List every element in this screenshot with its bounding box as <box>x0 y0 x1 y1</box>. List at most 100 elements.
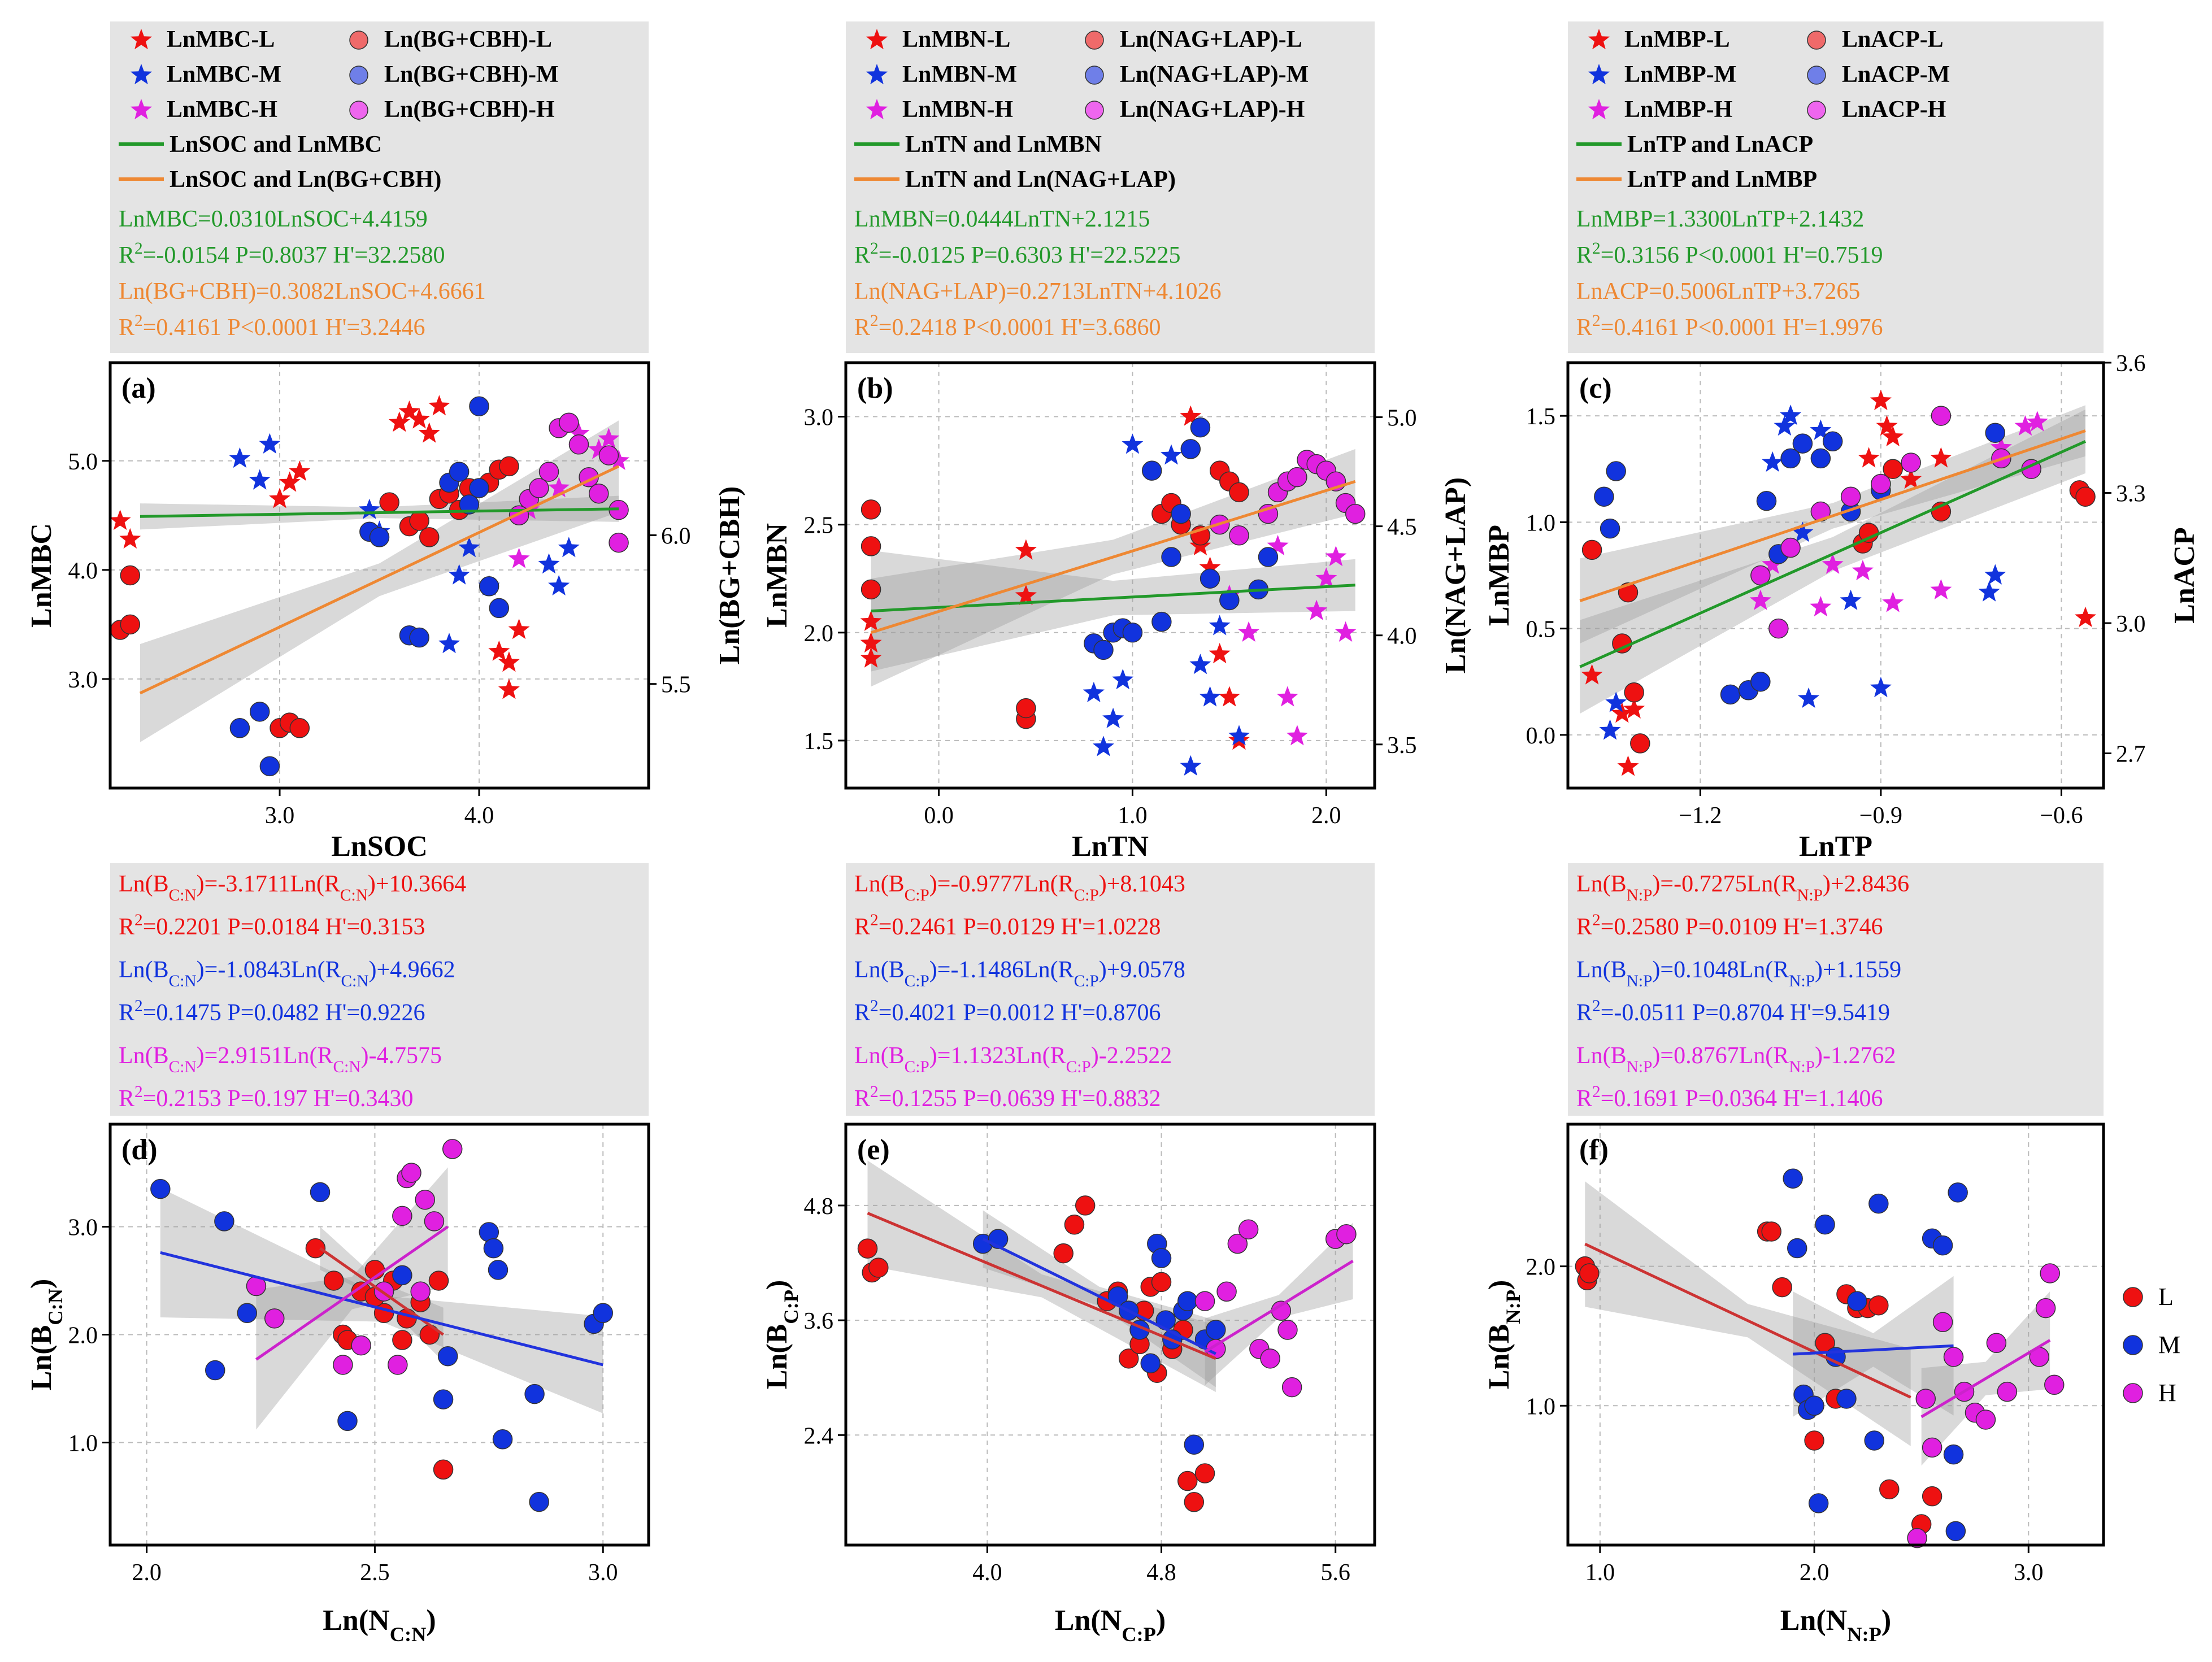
panel-label: (c) <box>1579 372 1612 404</box>
data-point <box>410 1281 431 1302</box>
legend-label: Ln(BG+CBH)-H <box>384 97 555 123</box>
data-point <box>229 718 250 738</box>
data-point <box>499 456 519 477</box>
data-point <box>1276 686 1298 707</box>
data-point <box>351 1335 371 1356</box>
data-point <box>259 433 281 454</box>
fit-line <box>140 507 619 518</box>
equation-text: R2=-0.0125 P=0.6303 H'=22.5225 <box>854 240 1181 268</box>
x-tick-label: 2.0 <box>1800 1560 1829 1586</box>
legend-marker <box>1807 101 1826 120</box>
data-point <box>392 1330 412 1350</box>
y2-axis-label: Ln(BG+CBH) <box>714 486 746 665</box>
data-point <box>568 422 590 443</box>
legend-label: LnSOC and LnMBC <box>170 132 382 158</box>
data-point <box>369 527 390 547</box>
data-point <box>237 1303 258 1324</box>
legend-label: LnACP-L <box>1842 27 1944 53</box>
y-tick-label: 3.0 <box>68 1215 98 1241</box>
y-tick-label: 2.0 <box>68 1323 98 1349</box>
data-point <box>1836 1389 1857 1409</box>
group-legend-label: M <box>2158 1331 2180 1359</box>
legend-marker <box>131 99 152 120</box>
legend-marker <box>866 64 888 85</box>
data-point <box>401 1163 421 1183</box>
data-point <box>1985 423 2006 443</box>
confidence-band <box>1580 405 2085 643</box>
data-point <box>1750 672 1771 692</box>
fit-line <box>1579 440 2087 668</box>
legend-label: LnMBN-M <box>902 62 1017 88</box>
panel-label: (a) <box>121 372 156 404</box>
data-point <box>1315 567 1337 588</box>
x-axis-label: Ln(NN:P) <box>1780 1604 1891 1646</box>
legend-label: LnACP-M <box>1842 62 1950 88</box>
y-tick-label: 0.0 <box>1526 723 1556 749</box>
data-point <box>438 633 460 654</box>
legend-marker <box>131 64 152 85</box>
data-point <box>2075 606 2097 627</box>
equation-text: Ln(BC:P)=1.1323Ln(RC:P)-2.2522 <box>854 1043 1172 1076</box>
x-tick-label: 1.0 <box>1585 1560 1615 1586</box>
data-point <box>459 494 480 515</box>
equation-text: LnMBC=0.0310LnSOC+4.4159 <box>119 206 428 232</box>
data-point <box>1792 521 1814 542</box>
data-point <box>397 1308 417 1329</box>
equation-text: Ln(BN:P)=-0.7275Ln(RN:P)+2.8436 <box>1576 871 1909 904</box>
x-tick-label: 2.0 <box>1311 803 1341 829</box>
data-point <box>1600 518 1620 539</box>
data-point <box>1605 691 1627 712</box>
legend-label: LnSOC and Ln(BG+CBH) <box>170 167 441 193</box>
y2-axis-label: LnACP <box>2168 527 2201 623</box>
data-point <box>608 449 630 470</box>
data-point <box>1141 460 1162 481</box>
data-point <box>1749 589 1771 610</box>
data-point <box>1599 719 1621 740</box>
equation-text: R2=0.1475 P=0.0482 H'=0.9226 <box>119 997 425 1026</box>
y-tick-label: 3.6 <box>804 1308 834 1334</box>
x-tick-label: 3.0 <box>265 803 295 829</box>
x-axis-label: LnTN <box>1072 830 1149 863</box>
fit-line <box>1920 1339 2051 1419</box>
data-point <box>408 408 431 429</box>
data-point <box>269 488 290 508</box>
data-point <box>1606 461 1626 481</box>
legend-label: LnMBN-H <box>902 97 1013 123</box>
data-point <box>1922 1437 1942 1458</box>
data-point <box>508 619 530 639</box>
panel-label: (f) <box>1579 1134 1609 1166</box>
group-legend-marker <box>2123 1383 2143 1403</box>
panel-e: Ln(BC:P)=-0.9777Ln(RC:P)+8.1043 R2=0.2461… <box>761 863 1376 1646</box>
confidence-band <box>140 420 619 742</box>
data-point <box>1281 1377 1302 1398</box>
y2-tick-label: 4.5 <box>1387 515 1417 541</box>
group-legend-label: L <box>2158 1283 2174 1311</box>
data-point <box>1858 447 1880 468</box>
data-point <box>1161 547 1181 567</box>
data-point <box>1016 698 1036 719</box>
data-point <box>1118 1348 1139 1369</box>
data-point <box>1900 468 1922 489</box>
data-point <box>1286 725 1308 746</box>
data-point <box>1871 473 1891 494</box>
data-point <box>214 1211 234 1232</box>
equation-text: R2=0.2461 P=0.0129 H'=1.0228 <box>854 911 1161 940</box>
equation-text: R2=0.2201 P=0.0184 H'=0.3153 <box>119 911 425 940</box>
data-point <box>433 1389 454 1409</box>
panel-f: Ln(BN:P)=-0.7275Ln(RN:P)+2.8436 R2=0.2580… <box>1483 863 2105 1646</box>
data-point <box>1810 448 1831 469</box>
y2-tick-label: 4.0 <box>1387 624 1417 650</box>
data-point <box>1815 1214 1835 1235</box>
data-point <box>1581 664 1603 685</box>
data-point <box>249 702 270 722</box>
legend-marker <box>131 29 152 50</box>
data-point <box>1180 405 1202 426</box>
confidence-band <box>256 1167 448 1430</box>
data-point <box>538 553 560 574</box>
data-point <box>1882 425 1904 446</box>
data-point <box>1808 1493 1829 1513</box>
data-point <box>1984 564 2006 585</box>
data-point <box>1112 668 1134 690</box>
data-point <box>1804 1430 1824 1451</box>
